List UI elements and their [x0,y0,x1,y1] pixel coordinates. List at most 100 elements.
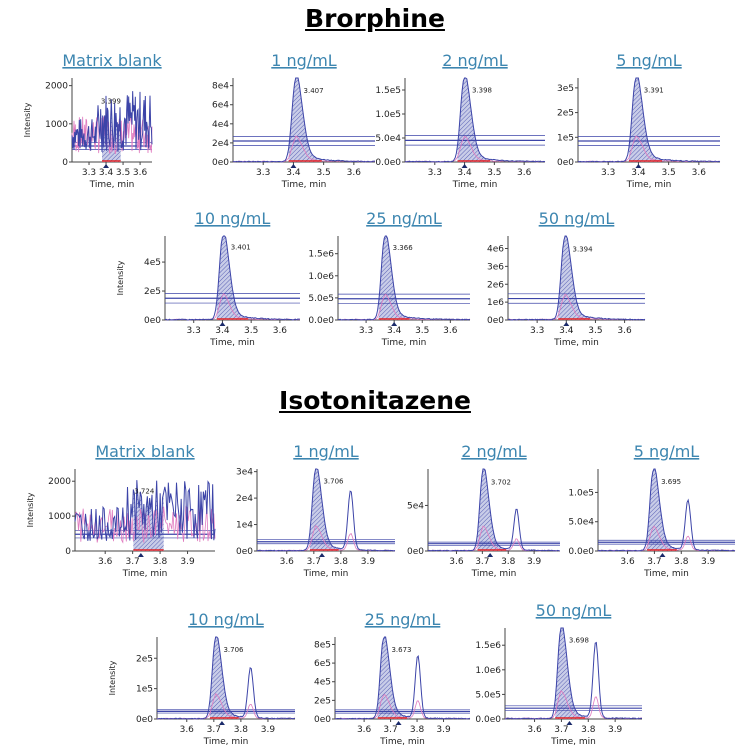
retention-time-label: 3.698 [569,636,589,644]
quantifier-trace [504,627,643,720]
expected-rt-marker-icon [461,164,468,168]
panel: 50 ng/mL 0.0e0 5.0e5 1.0e6 1.5e6 3.6 3.7 3.8 3.9… [475,601,643,747]
panel: 1 ng/mL 0e0 1e4 2e4 3e4 3.6 3.7 3.8 3.9 Time, min… [236,442,396,579]
y-tick-label: 0.0e0 [308,316,334,326]
x-tick-label: 3.6 [180,725,195,735]
x-axis-label: Time, min [89,180,135,190]
x-tick-label: 3.4 [631,168,646,178]
y-tick-label: 1.0e6 [475,666,501,676]
y-tick-label: 1000 [48,512,71,522]
x-tick-label: 3.8 [501,557,516,567]
y-tick-label: 0.0e0 [475,715,501,725]
y-tick-label: 2e4 [212,139,229,149]
panel: 5 ng/mL 0.0e0 5.0e4 1.0e5 3.6 3.7 3.8 3.9 Time, … [568,442,736,579]
x-axis-label: Time, min [550,737,596,747]
y-axis-label: Intensity [23,102,32,137]
y-tick-label: 4e5 [314,678,331,688]
x-axis-label: Time, min [303,569,349,579]
x-tick-label: 3.3 [428,168,442,178]
expected-rt-marker-icon [563,322,570,326]
y-tick-label: 4e4 [212,120,229,130]
panel: Matrix blank 0 1000 2000 3.3 3.4 3.5 3.6 Time, m… [23,51,162,190]
x-axis-label: Time, min [381,338,427,348]
x-tick-label: 3.7 [383,725,397,735]
x-tick-label: 3.6 [357,725,372,735]
retention-time-label: 3.706 [323,478,344,486]
retention-time-label: 3.706 [223,646,244,654]
quantifier-trace [71,91,153,152]
x-tick-label: 3.6 [620,557,635,567]
y-tick-label: 1000 [45,120,68,130]
y-tick-label: 5.0e5 [475,690,501,700]
panel: 50 ng/mL 0e0 1e6 2e6 3e6 4e6 3.3 3.4 3.5 3.6 Time,… [487,209,646,348]
y-tick-label: 3e5 [557,84,574,94]
expected-rt-marker-icon [487,553,494,557]
expected-rt-marker-icon [290,164,297,168]
x-axis-label: Time, min [553,338,599,348]
expected-rt-marker-icon [659,553,666,557]
x-tick-label: 3.6 [517,168,532,178]
panel-title: 10 ng/mL [188,610,264,629]
x-tick-label: 3.9 [261,725,276,735]
y-tick-label: 0e0 [314,715,331,725]
quantifier-trace [256,468,396,552]
x-tick-label: 3.6 [527,725,542,735]
integrated-peak-area [377,637,407,719]
x-tick-label: 3.9 [527,557,542,567]
expected-rt-marker-icon [219,322,226,326]
y-tick-label: 3e6 [487,262,504,272]
retention-time-label: 3.366 [393,244,414,252]
x-tick-label: 3.9 [608,725,623,735]
integrated-peak-area [457,78,491,162]
panel-title: 1 ng/mL [271,51,337,70]
x-tick-label: 3.6 [449,557,464,567]
panel: 25 ng/mL 0e0 2e5 4e5 6e5 8e5 3.6 3.7 3.8 3.9 Time,… [314,610,471,747]
x-axis-label: Time, min [281,180,327,190]
x-tick-label: 3.6 [98,557,113,567]
y-tick-label: 1e5 [557,133,574,143]
panel-title: 25 ng/mL [366,209,442,228]
x-tick-label: 3.4 [457,168,472,178]
panel-title: 1 ng/mL [293,442,359,461]
x-tick-label: 3.5 [661,168,675,178]
y-tick-label: 8e5 [314,640,331,650]
retention-time-label: 3.695 [661,478,681,486]
panel-title: 50 ng/mL [536,601,612,620]
x-tick-label: 3.6 [133,168,148,178]
x-tick-label: 3.3 [256,168,270,178]
y-tick-label: 1.5e5 [375,86,401,96]
y-tick-label: 1e4 [236,521,253,531]
retention-time-label: 3.398 [472,86,492,94]
panel-title: 25 ng/mL [365,610,441,629]
x-tick-label: 3.6 [280,557,295,567]
x-tick-label: 3.3 [530,326,544,336]
panel-title: 2 ng/mL [461,442,527,461]
panel: 2 ng/mL 0e0 5e4 3.6 3.7 3.8 3.9 Time, min 3.702 [407,442,561,579]
y-tick-label: 4e5 [144,258,161,268]
integrated-peak-area [216,236,249,320]
x-tick-label: 3.5 [116,168,130,178]
x-tick-label: 3.5 [415,326,429,336]
compound-title-isotonitazene: Isotonitazene [279,386,471,415]
y-tick-label: 5.0e4 [375,134,401,144]
y-axis-label: Intensity [108,660,117,695]
x-tick-label: 3.7 [475,557,489,567]
quantifier-trace [337,235,471,321]
y-tick-label: 0e0 [136,715,153,725]
retention-time-label: 3.673 [391,646,411,654]
quantifier-trace [334,636,471,720]
y-tick-label: 0 [65,547,71,557]
quantifier-trace [427,468,561,552]
panel-title: 10 ng/mL [195,209,271,228]
x-tick-label: 3.5 [487,168,501,178]
retention-time-label: 3.702 [491,479,511,487]
y-tick-label: 1e6 [487,298,504,308]
y-tick-label: 0.0e0 [375,158,401,168]
panel-title: 50 ng/mL [539,209,615,228]
y-tick-label: 2e6 [487,280,504,290]
x-tick-label: 3.4 [286,168,301,178]
panel: 1 ng/mL 0e0 2e4 4e4 6e4 8e4 3.3 3.4 3.5 3.6 Time, … [212,51,376,190]
x-tick-label: 3.7 [125,557,139,567]
y-tick-label: 1.0e5 [375,110,401,120]
